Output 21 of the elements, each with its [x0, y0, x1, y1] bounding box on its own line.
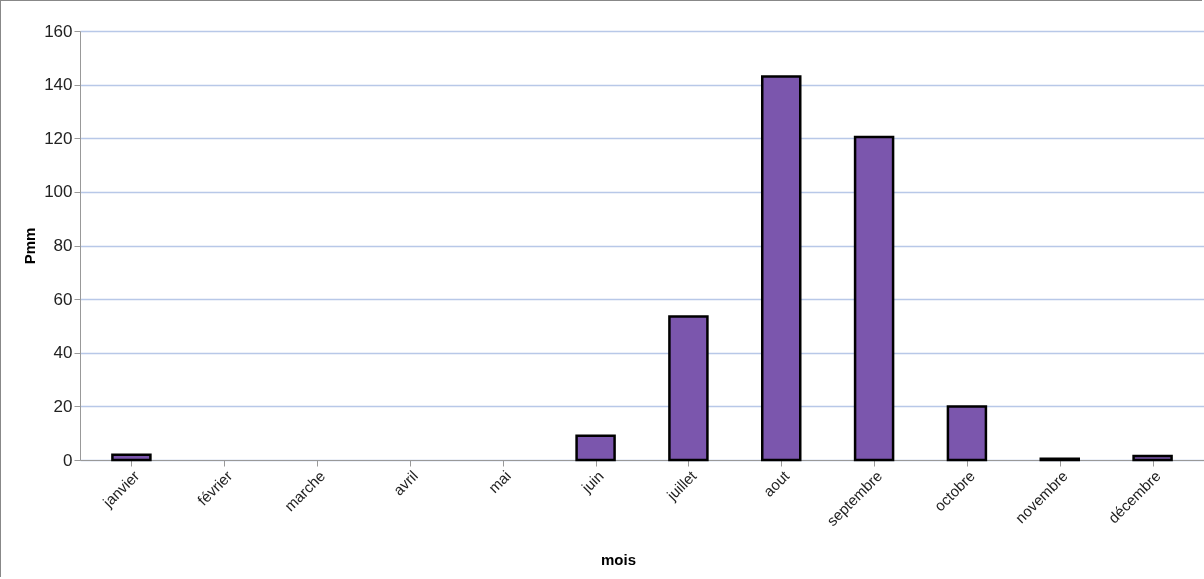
- y-tick-label: 60: [53, 289, 73, 309]
- bar: [111, 453, 152, 462]
- bar: [946, 405, 988, 462]
- x-tick-label: juin: [577, 467, 607, 497]
- bar: [575, 434, 616, 462]
- y-tick-label: 80: [53, 236, 73, 255]
- bar: [853, 135, 895, 462]
- y-tick-label: 100: [44, 182, 73, 202]
- y-tick-label: 20: [53, 396, 73, 416]
- y-tick-label: 0: [63, 450, 73, 470]
- y-tick-label: 40: [53, 343, 73, 363]
- y-tick-label: 120: [44, 128, 73, 148]
- y-tick-label: 160: [44, 21, 73, 41]
- bar: [1132, 454, 1173, 462]
- x-tick-label: mai: [484, 467, 514, 497]
- y-axis-title: Pmm: [20, 227, 38, 265]
- bar: [761, 75, 802, 462]
- y-tick-label: 140: [44, 75, 73, 95]
- x-tick-label: avril: [389, 467, 422, 499]
- bar: [668, 315, 709, 462]
- x-axis-title: mois: [600, 550, 637, 568]
